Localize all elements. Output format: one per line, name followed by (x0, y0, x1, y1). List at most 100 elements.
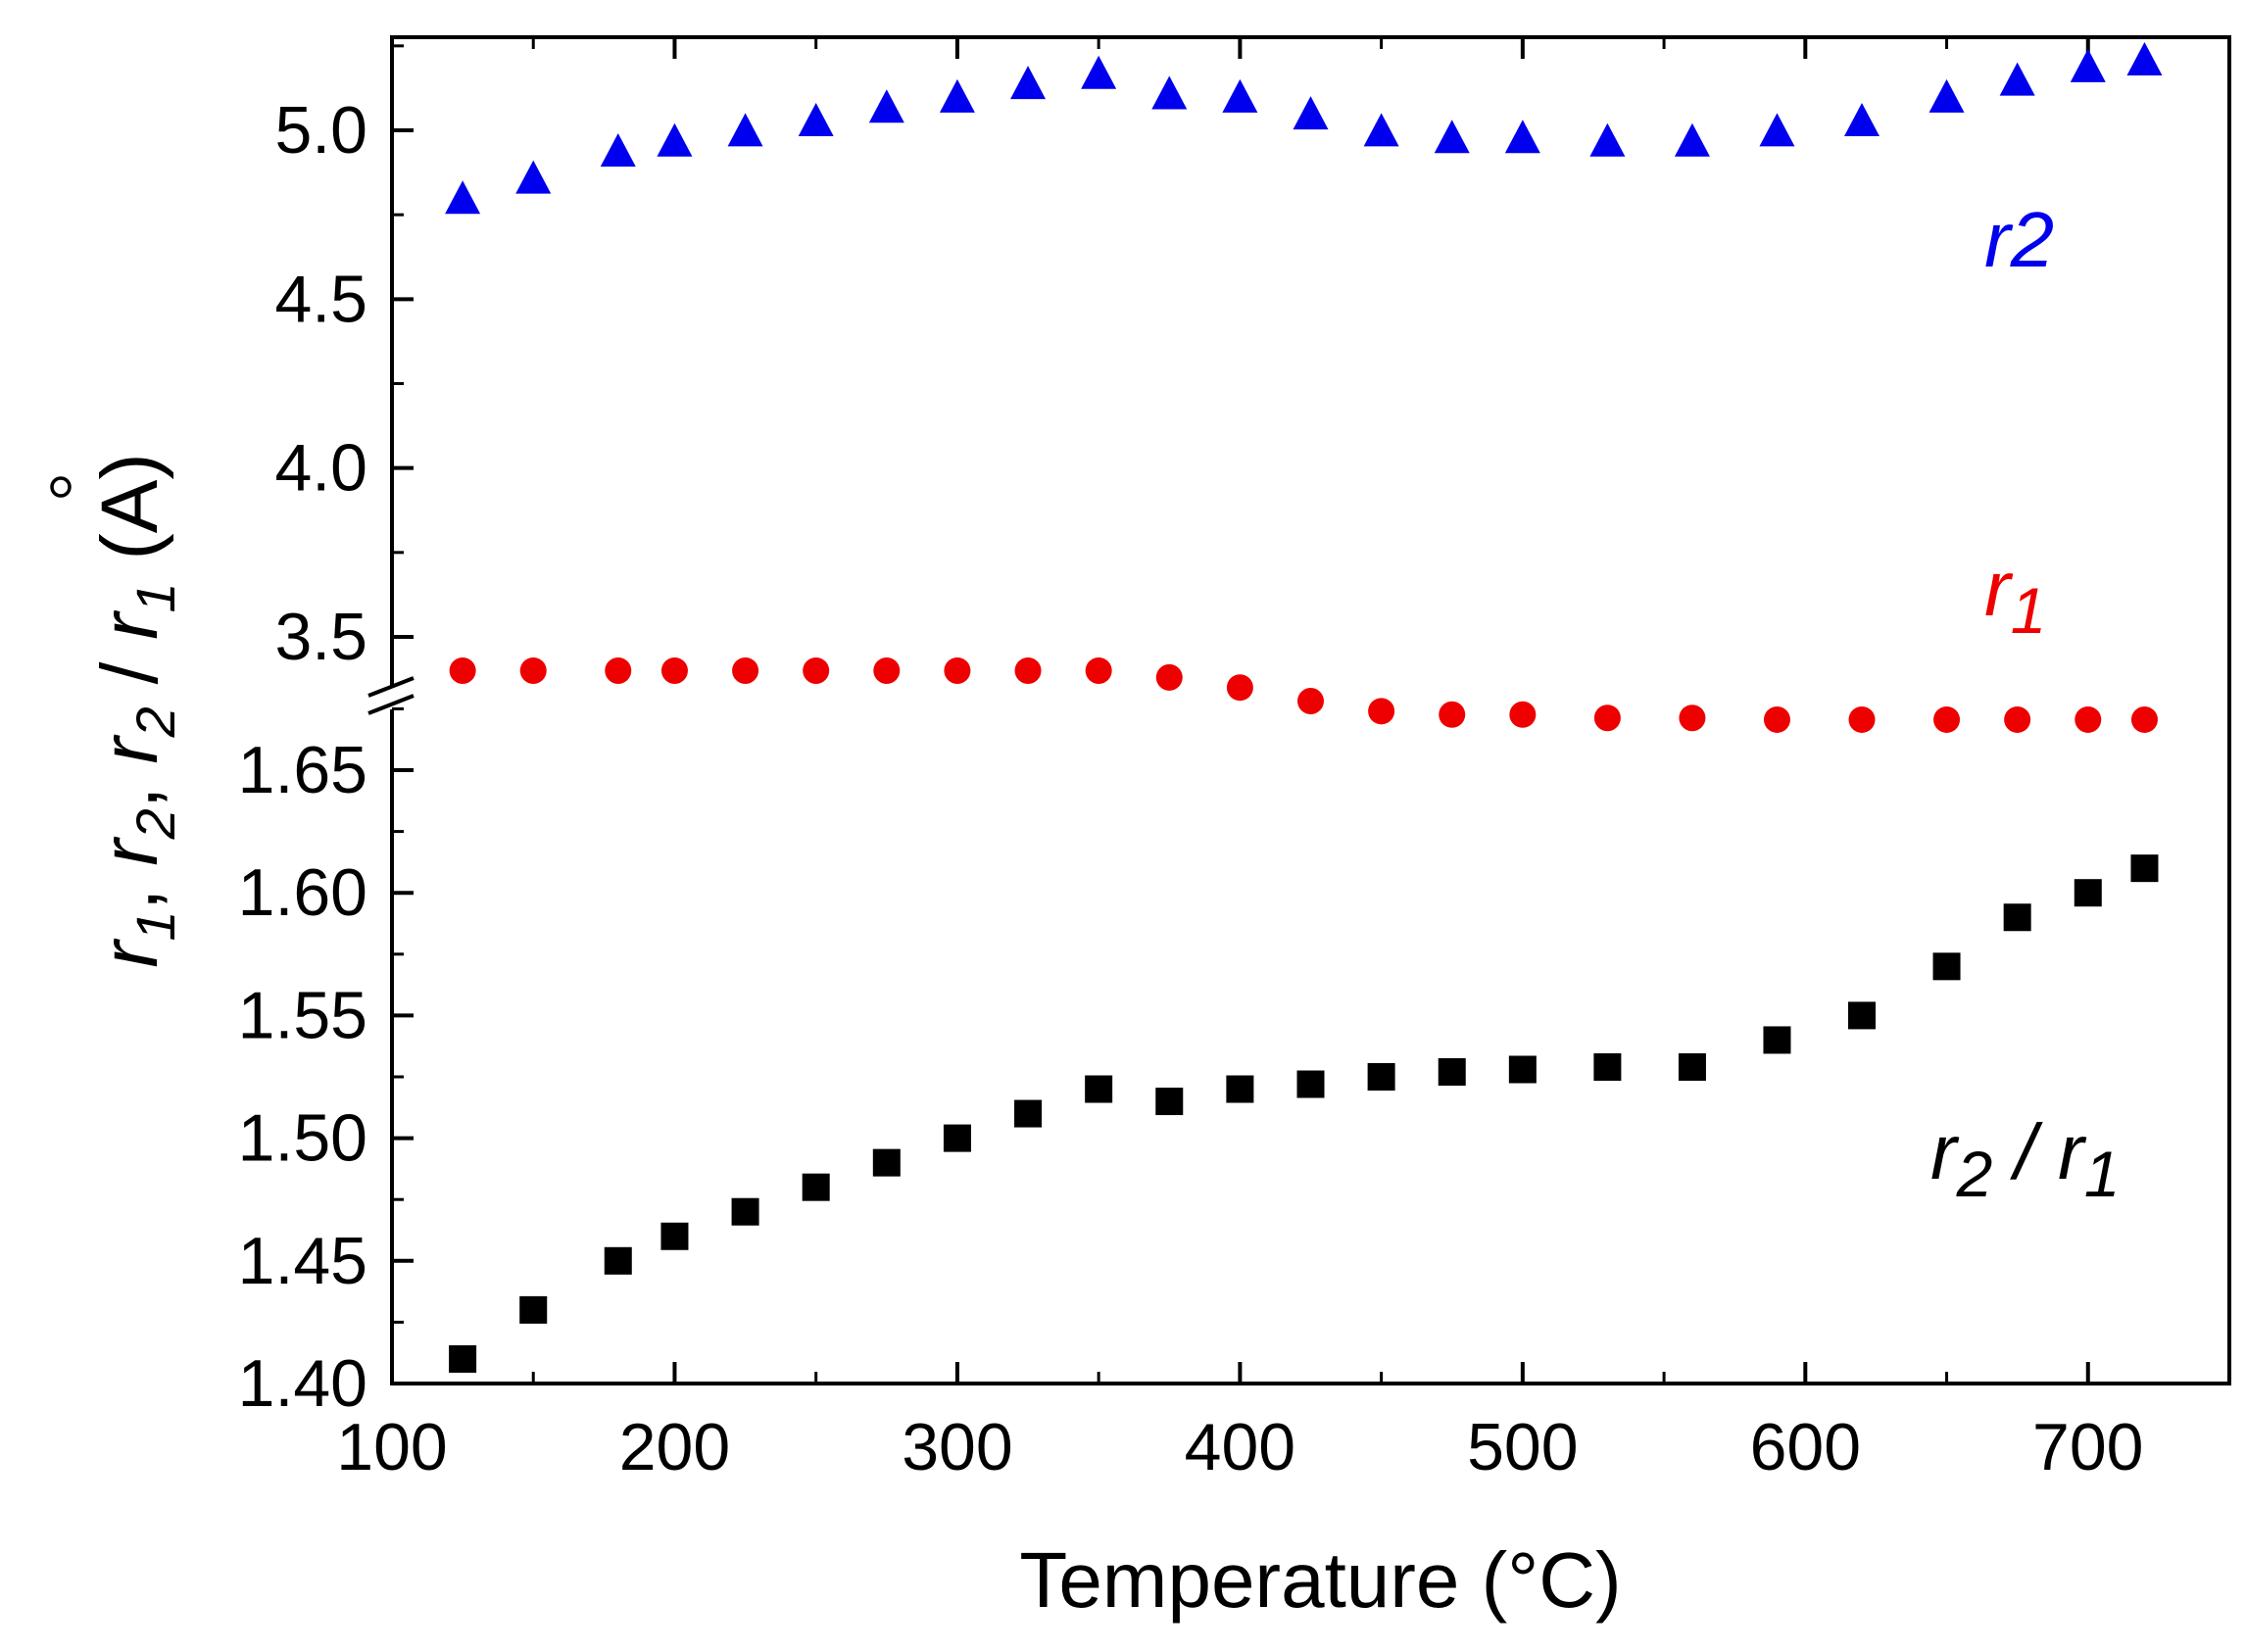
point-r1-5 (803, 656, 830, 684)
point-r2r1-13 (1367, 1063, 1395, 1091)
y-lower-tick-label: 1.55 (238, 978, 367, 1052)
y-lower-tick-label: 1.40 (238, 1346, 367, 1421)
y-lower-tick-label: 1.65 (238, 733, 367, 807)
point-r1-8 (1014, 656, 1042, 684)
point-r2-8 (1010, 66, 1047, 100)
series-label-r1: r1 (1984, 545, 2046, 647)
x-tick-label: 300 (902, 1410, 1012, 1484)
point-r1-2 (605, 656, 632, 684)
point-r1-14 (1439, 701, 1466, 728)
point-r2-22 (2070, 48, 2106, 82)
point-r1-4 (732, 656, 759, 684)
point-r2-7 (939, 78, 975, 113)
point-r2-16 (1589, 122, 1626, 157)
x-tick-label: 600 (1750, 1410, 1861, 1484)
x-axis-title: Temperature (°C) (1019, 1536, 1621, 1624)
y-lower-tick-label: 1.60 (238, 855, 367, 930)
point-r2r1-12 (1296, 1070, 1325, 1098)
point-r2-4 (727, 113, 763, 147)
point-r1-19 (1848, 705, 1876, 733)
point-r2r1-10 (1155, 1088, 1184, 1116)
point-r2-19 (1844, 103, 1880, 137)
point-r2r1-5 (802, 1173, 830, 1201)
y-lower-tick-label: 1.45 (238, 1224, 367, 1298)
point-r1-21 (2004, 705, 2031, 733)
point-r1-18 (1763, 705, 1790, 733)
point-r1-17 (1679, 705, 1706, 732)
point-r2-9 (1081, 55, 1117, 89)
y-lower-tick-label: 1.50 (238, 1101, 367, 1176)
point-r1-22 (2075, 705, 2102, 733)
series-label-r2: r2 (1984, 196, 2054, 283)
point-r2-20 (1929, 78, 1965, 113)
point-r1-7 (944, 656, 971, 684)
point-r2-15 (1504, 120, 1540, 154)
point-r1-11 (1226, 674, 1253, 702)
point-r2r1-20 (1932, 952, 1961, 981)
point-r1-6 (873, 656, 901, 684)
point-r1-13 (1368, 698, 1395, 725)
point-r2r1-14 (1438, 1057, 1466, 1086)
point-r1-20 (1933, 705, 1961, 733)
point-r2r1-22 (2074, 879, 2102, 907)
angstrom-ring (50, 476, 72, 498)
y-axis-title: r1, r2, r2 / r1 (A) (85, 453, 186, 968)
plot-frame (390, 35, 2231, 1385)
point-r1-9 (1085, 656, 1112, 684)
x-tick-label: 400 (1185, 1410, 1295, 1484)
y-upper-tick-label: 4.0 (274, 431, 367, 506)
point-r2-0 (445, 180, 481, 215)
point-r2-18 (1759, 113, 1795, 147)
y-upper-tick-label: 4.5 (274, 262, 367, 336)
series-label-r2r1: r2 / r1 (1930, 1108, 2120, 1210)
point-r2r1-17 (1678, 1052, 1706, 1081)
point-r2r1-6 (872, 1148, 901, 1177)
point-r1-15 (1509, 701, 1537, 728)
point-r2r1-19 (1848, 1001, 1876, 1030)
point-r1-23 (2130, 705, 2158, 733)
point-r1-0 (449, 656, 476, 684)
point-r1-10 (1155, 663, 1183, 691)
point-r2-21 (1999, 62, 2035, 96)
point-r2-2 (600, 133, 636, 168)
point-r2r1-18 (1763, 1026, 1791, 1054)
point-r1-3 (660, 656, 688, 684)
point-r2r1-21 (2003, 903, 2031, 932)
labels: 100 200 300 400 500 600 700 3.5 4.0 4.5 5.0 1.40 1.4… (50, 93, 2144, 1624)
x-tick-label: 200 (619, 1410, 730, 1484)
point-r2-3 (657, 122, 693, 157)
axis-break-mark (367, 676, 415, 698)
point-r1-1 (519, 656, 547, 684)
point-r2r1-23 (2130, 854, 2159, 883)
point-r2r1-1 (519, 1295, 548, 1324)
point-r2-11 (1222, 78, 1258, 113)
x-tick-label: 500 (1467, 1410, 1578, 1484)
point-r2-17 (1674, 122, 1710, 157)
point-r2r1-16 (1593, 1052, 1622, 1081)
point-r2r1-9 (1085, 1075, 1113, 1103)
x-tick-label: 100 (336, 1410, 447, 1484)
point-r2-14 (1434, 120, 1470, 154)
point-r2r1-15 (1508, 1055, 1537, 1084)
point-r2r1-2 (604, 1246, 632, 1275)
x-tick-label: 700 (2032, 1410, 2143, 1484)
point-r2r1-11 (1226, 1075, 1254, 1103)
point-r1-16 (1593, 705, 1621, 732)
point-r2-13 (1363, 113, 1399, 147)
point-r2r1-3 (660, 1222, 689, 1250)
point-r1-12 (1297, 687, 1324, 714)
axis-break-mark (367, 694, 415, 715)
point-r2-23 (2126, 41, 2163, 75)
point-r2-6 (868, 89, 904, 123)
point-r2-5 (798, 103, 834, 137)
point-r2r1-7 (943, 1124, 971, 1152)
point-r2-1 (515, 160, 552, 194)
point-r2-12 (1293, 96, 1329, 130)
data-marks (445, 41, 2163, 1373)
y-upper-tick-label: 3.5 (274, 600, 367, 674)
axes (367, 35, 2231, 1385)
point-r2r1-8 (1014, 1099, 1043, 1128)
point-r2r1-0 (449, 1344, 477, 1373)
y-upper-tick-label: 5.0 (274, 93, 367, 168)
